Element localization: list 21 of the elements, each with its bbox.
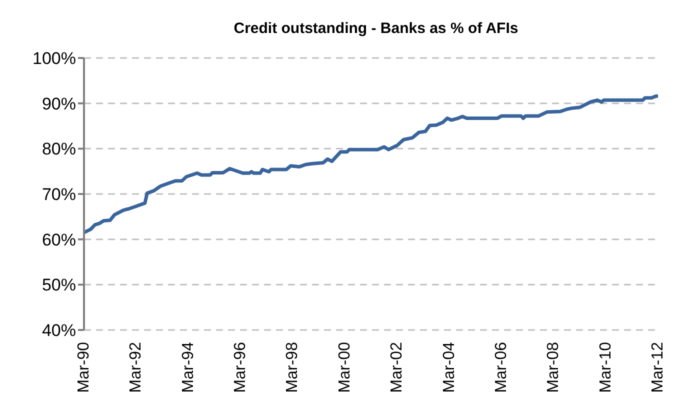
y-tick-label: 90% xyxy=(42,94,76,114)
x-tick-label: Mar-00 xyxy=(336,342,354,393)
y-tick-label: 60% xyxy=(42,230,76,250)
x-tick-label: Mar-96 xyxy=(232,342,250,393)
x-tick-label: Mar-04 xyxy=(440,342,458,393)
x-tick-label: Mar-10 xyxy=(597,342,614,393)
y-tick-label: 70% xyxy=(42,185,76,204)
x-tick-label: Mar-02 xyxy=(388,342,406,393)
x-tick-label: Mar-12 xyxy=(650,342,666,393)
line-series xyxy=(84,94,658,234)
x-tick-label: Mar-94 xyxy=(180,342,197,393)
x-tick-label: Mar-08 xyxy=(545,342,562,393)
x-tick-label: Mar-92 xyxy=(128,342,145,393)
x-tick-label: Mar-98 xyxy=(284,342,302,393)
y-tick-label: 40% xyxy=(42,321,76,340)
y-tick-label: 80% xyxy=(42,140,76,159)
chart-title: Credit outstanding - Banks as % of AFIs xyxy=(232,20,520,37)
y-tick-label: 50% xyxy=(42,276,76,295)
y-tick-label: 100% xyxy=(32,49,76,68)
x-tick-label: Mar-06 xyxy=(492,342,510,393)
x-tick-label: Mar-90 xyxy=(76,342,92,393)
